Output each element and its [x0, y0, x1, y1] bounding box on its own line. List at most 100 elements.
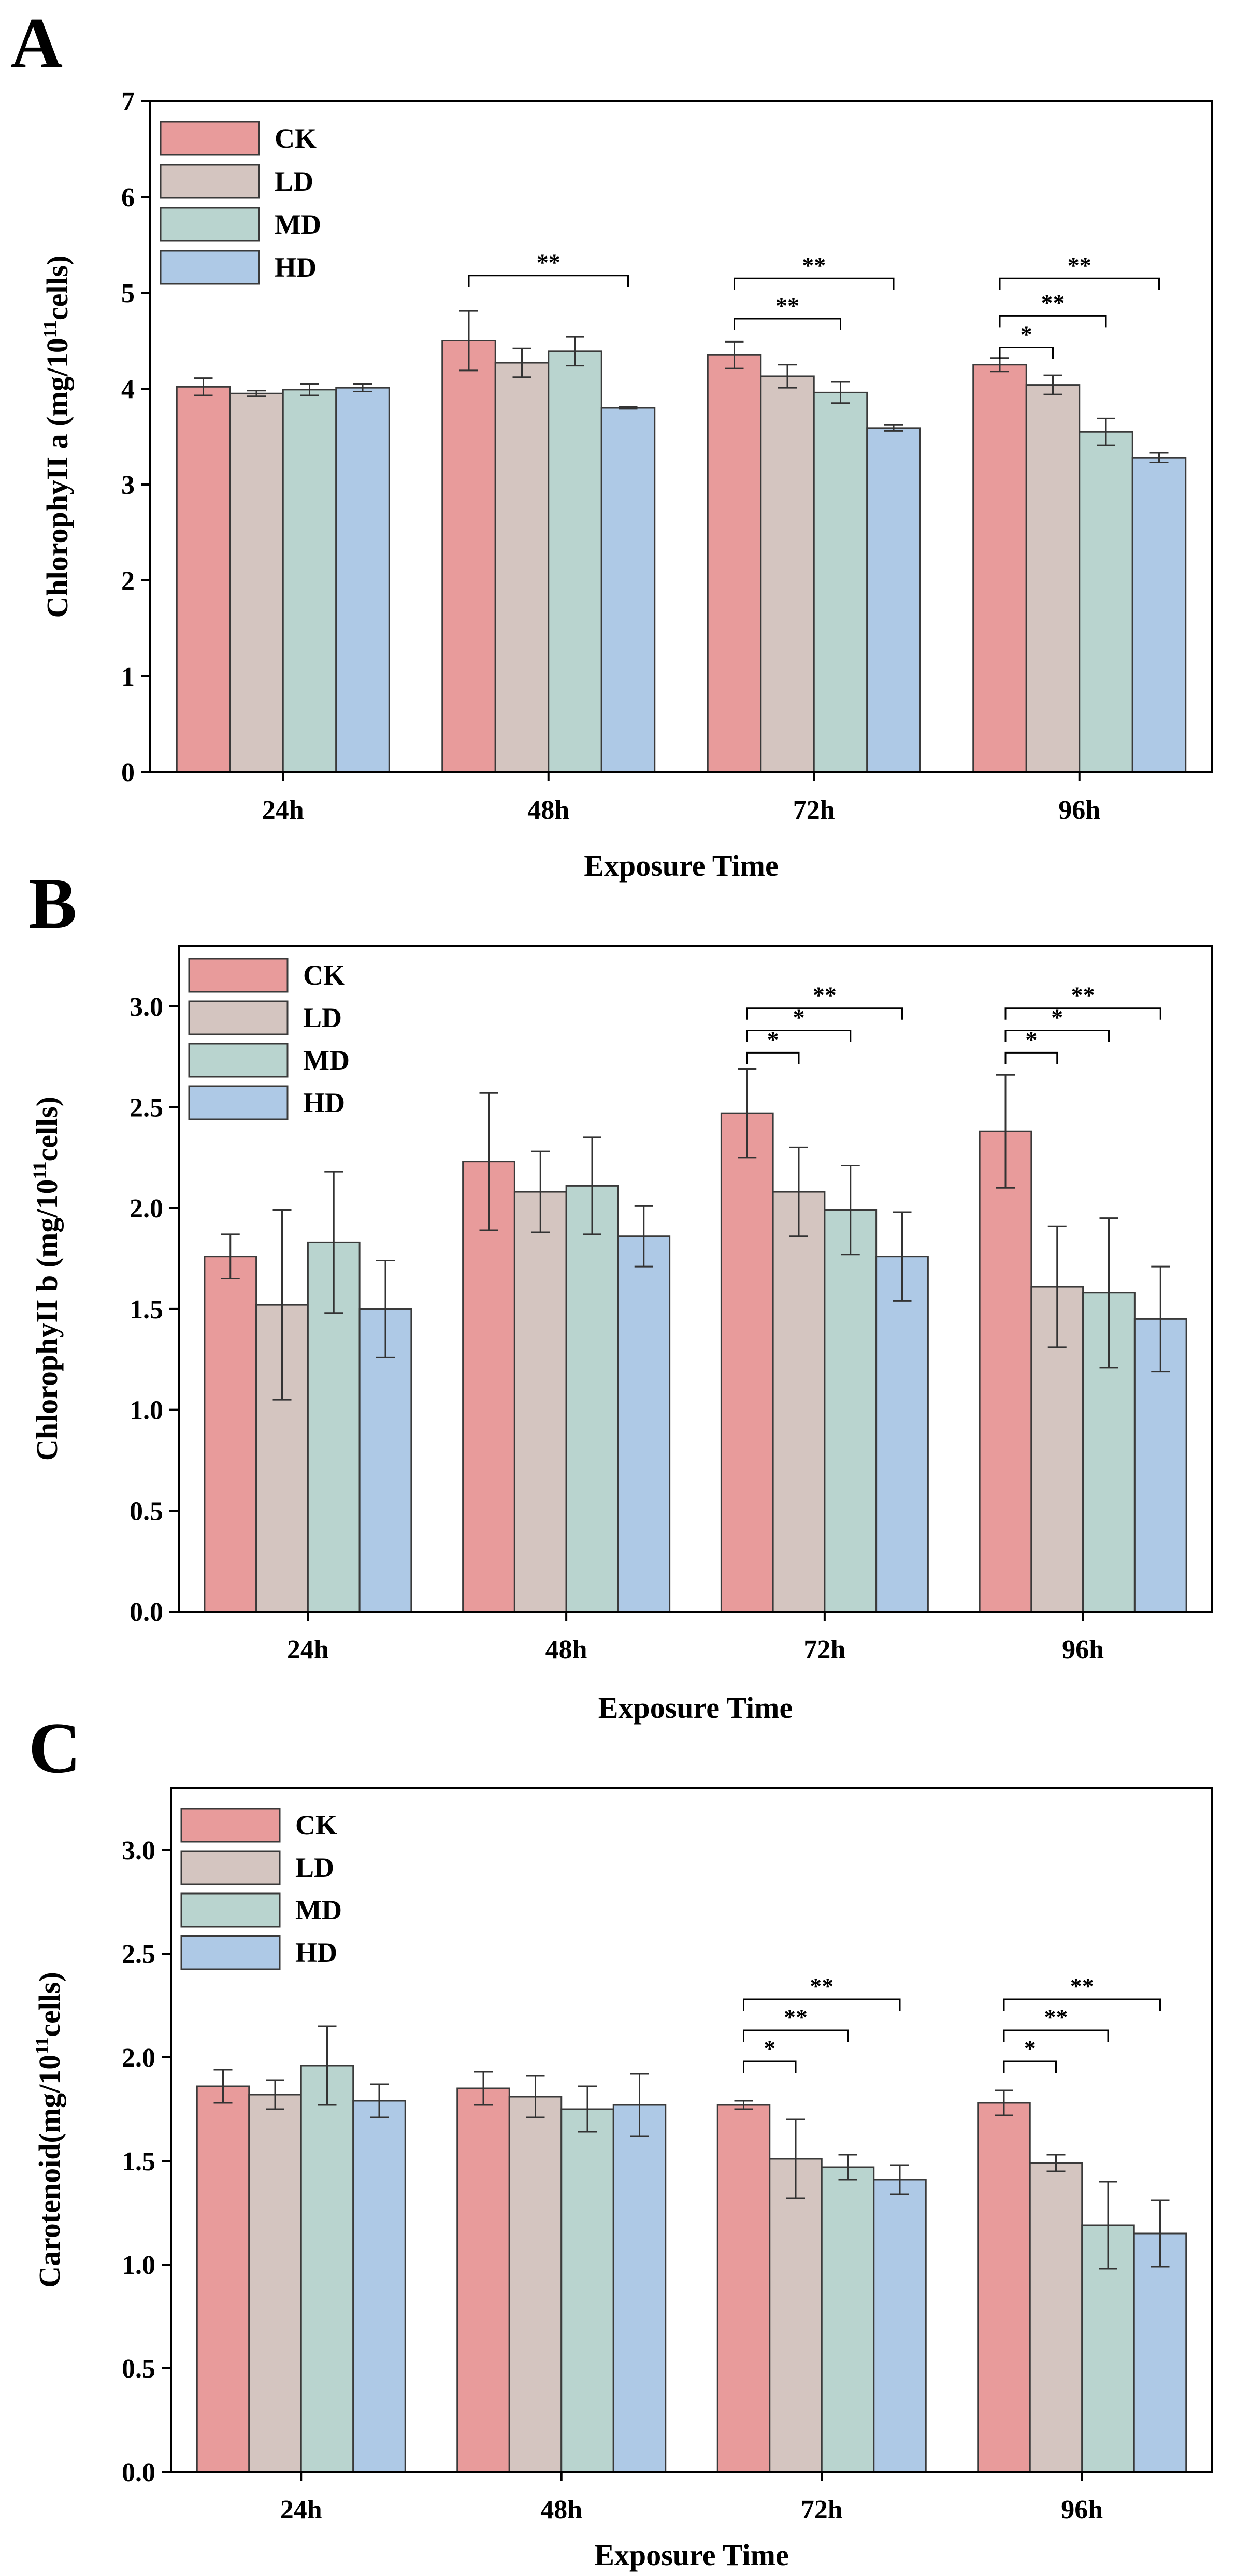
significance-label: *	[767, 1026, 779, 1052]
y-tick-label: 0.0	[130, 1598, 163, 1627]
significance-bracket-line	[468, 275, 629, 287]
error-bar	[1046, 2154, 1066, 2172]
significance-bracket	[999, 277, 1160, 290]
error-bar	[893, 1211, 912, 1302]
bar-ck	[456, 2087, 510, 2473]
error-bar	[619, 406, 638, 410]
y-axis-title-tail: cells)	[30, 1097, 64, 1162]
error-bar	[247, 390, 266, 397]
significance-bracket-line	[1003, 2029, 1109, 2042]
error-bar	[996, 1074, 1015, 1189]
bar-md	[282, 389, 337, 773]
error-bar	[1149, 452, 1169, 463]
error-bar	[583, 1136, 601, 1235]
error-bar	[1099, 1217, 1118, 1369]
bar-md	[824, 1209, 878, 1613]
bar-ld	[248, 2094, 302, 2473]
y-axis-title-tail: cells)	[33, 1972, 66, 2037]
error-bar	[884, 424, 903, 432]
bar-hd	[875, 1256, 929, 1613]
significance-label: **	[813, 982, 837, 1008]
error-bar	[566, 336, 584, 367]
bar-md	[821, 2166, 875, 2473]
bar-md	[560, 2108, 614, 2473]
bar-hd	[617, 1235, 671, 1613]
legend-label-md: MD	[275, 209, 321, 240]
y-axis-title: ChlorophyII b (mg/1011cells)	[29, 1097, 64, 1461]
error-bar	[266, 2079, 284, 2110]
significance-bracket-line	[999, 315, 1107, 328]
bar-ld	[769, 2158, 823, 2473]
error-bar	[221, 1233, 240, 1279]
significance-bracket	[1004, 1051, 1058, 1064]
significance-label: **	[1070, 1973, 1094, 1999]
significance-bracket-line	[746, 1051, 800, 1064]
x-tick-label: 96h	[1062, 1635, 1104, 1664]
y-tick-label: 6	[121, 183, 135, 212]
legend-swatch-ck	[160, 121, 260, 156]
significance-bracket	[734, 318, 841, 330]
error-bar	[995, 2089, 1013, 2116]
significance-label: *	[764, 2035, 775, 2061]
bar-hd	[335, 387, 390, 773]
x-tick-label: 48h	[527, 795, 569, 825]
legend-swatch-ck	[188, 958, 289, 993]
bar-hd	[873, 2179, 927, 2473]
y-tick-label: 2.0	[122, 2043, 155, 2073]
legend-swatch-md	[188, 1043, 289, 1078]
y-tick-label: 2	[121, 566, 135, 596]
x-axis-title: Exposure Time	[594, 2538, 788, 2572]
significance-label: **	[775, 292, 799, 319]
x-tick-label: 72h	[793, 795, 835, 825]
bar-ck	[720, 1112, 774, 1613]
bar-ld	[760, 375, 815, 773]
bar-ck	[972, 364, 1027, 773]
significance-bracket-line	[746, 1030, 852, 1042]
x-tick-label: 48h	[545, 1635, 587, 1664]
error-bar	[1151, 2199, 1170, 2268]
y-tick-label: 0.0	[122, 2458, 155, 2487]
significance-bracket-line	[743, 2029, 849, 2042]
legend-swatch-ck	[180, 1808, 281, 1843]
error-bar	[725, 340, 744, 369]
bar-hd	[352, 2100, 406, 2473]
error-bar	[890, 2164, 909, 2195]
bar-ck	[204, 1256, 257, 1613]
x-tick-label: 48h	[540, 2495, 582, 2525]
bar-ld	[1029, 2162, 1083, 2473]
y-axis-title-superscript: 11	[29, 1161, 50, 1179]
error-bar	[630, 2073, 649, 2137]
error-bar	[324, 1171, 343, 1314]
bar-ld	[494, 362, 550, 773]
y-tick-label: 0.5	[130, 1497, 163, 1526]
legend-swatch-hd	[180, 1935, 281, 1970]
error-bar	[1043, 374, 1062, 395]
significance-bracket	[1003, 2060, 1057, 2073]
legend-label-ld: LD	[275, 166, 313, 197]
significance-bracket	[1003, 2029, 1109, 2042]
x-tick-label: 96h	[1058, 795, 1100, 825]
bar-md	[300, 2065, 354, 2473]
x-tick-label: 24h	[280, 2495, 322, 2525]
bar-hd	[1131, 457, 1187, 773]
error-bar	[459, 310, 478, 372]
significance-bracket	[746, 1051, 800, 1064]
significance-bracket	[999, 315, 1107, 328]
x-axis-title: Exposure Time	[584, 849, 778, 883]
bar-ck	[707, 354, 762, 773]
bar-md	[1079, 431, 1133, 773]
legend-swatch-md	[180, 1892, 281, 1928]
significance-label: **	[1041, 289, 1065, 316]
error-bar	[376, 1259, 395, 1358]
legend-swatch-md	[160, 207, 260, 242]
bar-ck	[441, 340, 496, 773]
significance-bracket-line	[746, 1007, 903, 1020]
y-tick-label: 2.5	[122, 1940, 155, 1969]
error-bar	[531, 1150, 550, 1233]
legend-label-ck: CK	[295, 1810, 337, 1841]
legend-swatch-hd	[160, 250, 260, 285]
significance-bracket-line	[734, 318, 841, 330]
bar-hd	[612, 2104, 667, 2473]
